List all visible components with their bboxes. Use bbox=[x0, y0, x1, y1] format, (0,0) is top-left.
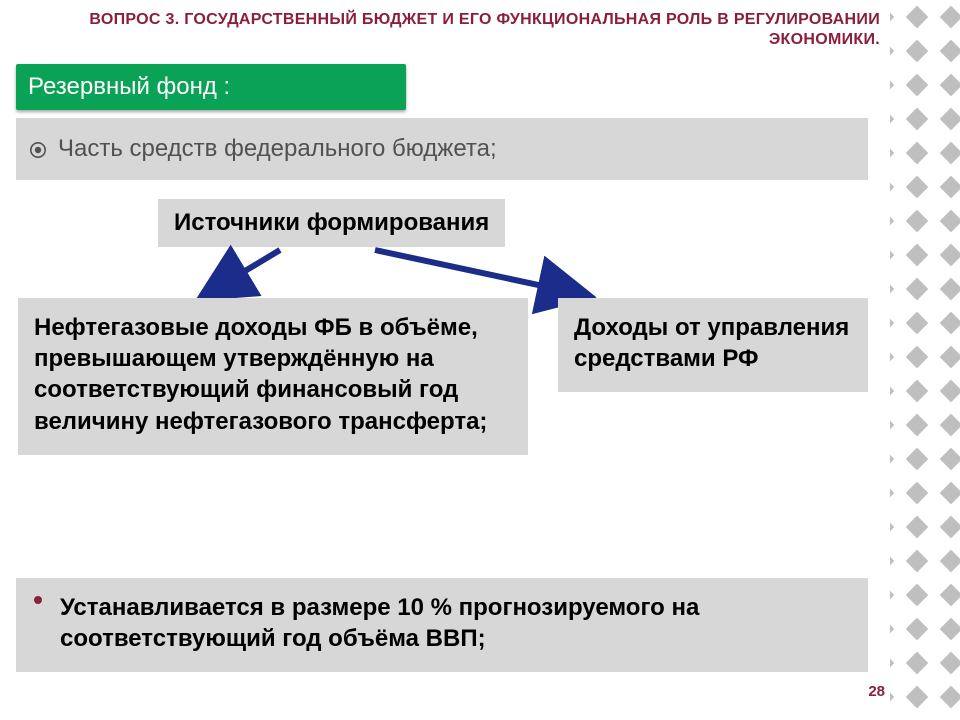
slide-header: ВОПРОС 3. ГОСУДАРСТВЕННЫЙ БЮДЖЕТ И ЕГО Ф… bbox=[40, 10, 880, 50]
pattern-svg bbox=[890, 0, 960, 720]
footer-bullet-icon bbox=[34, 596, 42, 604]
definition-box: Часть средств федерального бюджета; bbox=[16, 118, 868, 180]
sources-label-text: Источники формирования bbox=[174, 209, 489, 236]
right-box: Доходы от управления средствами РФ bbox=[558, 298, 868, 392]
pattern-decor bbox=[890, 0, 960, 720]
arrow-left bbox=[205, 250, 280, 295]
page-number: 28 bbox=[868, 683, 885, 700]
title-bar: Резервный фонд : bbox=[16, 64, 406, 110]
arrow-right bbox=[375, 250, 585, 295]
slide: ВОПРОС 3. ГОСУДАРСТВЕННЫЙ БЮДЖЕТ И ЕГО Ф… bbox=[0, 0, 960, 720]
header-text: ВОПРОС 3. ГОСУДАРСТВЕННЫЙ БЮДЖЕТ И ЕГО Ф… bbox=[89, 11, 880, 48]
footer-text: Устанавливается в размере 10 % прогнозир… bbox=[60, 594, 699, 652]
title-bar-text: Резервный фонд : bbox=[28, 73, 230, 101]
left-box: Нефтегазовые доходы ФБ в объёме, превыша… bbox=[18, 298, 528, 455]
footer-box: Устанавливается в размере 10 % прогнозир… bbox=[16, 578, 868, 672]
right-box-text: Доходы от управления средствами РФ bbox=[574, 314, 849, 372]
definition-text: Часть средств федерального бюджета; bbox=[58, 135, 497, 163]
sources-label-box: Источники формирования bbox=[158, 199, 505, 247]
bullet-icon bbox=[28, 140, 48, 160]
left-box-text: Нефтегазовые доходы ФБ в объёме, превыша… bbox=[34, 314, 487, 435]
